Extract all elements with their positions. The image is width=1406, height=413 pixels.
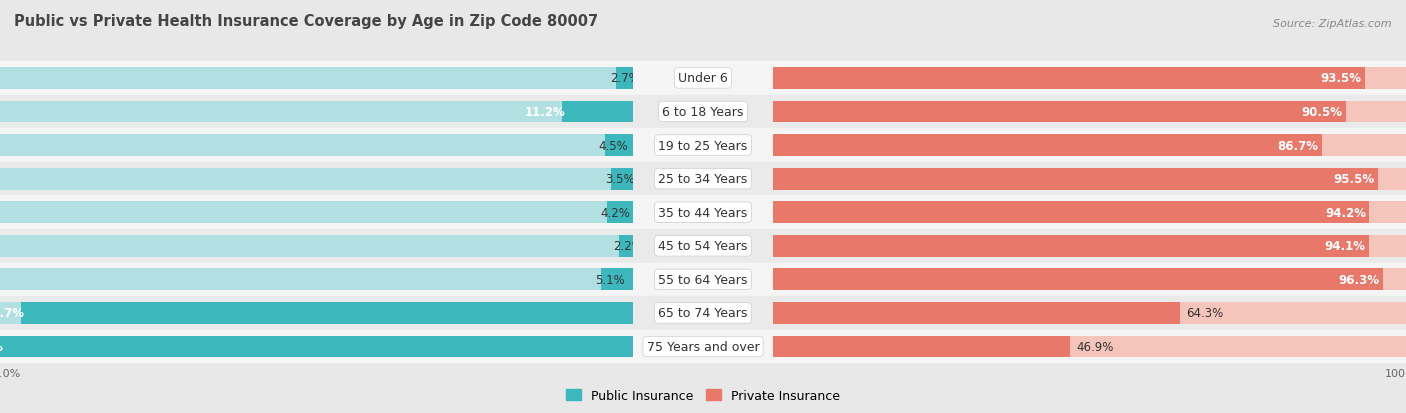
Text: Public vs Private Health Insurance Coverage by Age in Zip Code 80007: Public vs Private Health Insurance Cover… (14, 14, 598, 29)
Text: 96.7%: 96.7% (0, 307, 24, 320)
Bar (600, 269, 633, 291)
Text: 65 to 74 Years: 65 to 74 Years (658, 307, 748, 320)
Bar (773, 330, 1406, 363)
Bar (773, 62, 1406, 95)
Text: 45 to 54 Years: 45 to 54 Years (658, 240, 748, 253)
Bar (773, 297, 1406, 330)
Bar (773, 230, 1406, 263)
Text: 11.2%: 11.2% (524, 106, 565, 119)
Bar (0, 169, 633, 190)
Bar (0, 336, 633, 358)
Bar (633, 162, 773, 196)
Text: 90.5%: 90.5% (1302, 106, 1343, 119)
Bar (773, 68, 1406, 90)
Bar (633, 129, 773, 162)
Bar (616, 68, 633, 90)
Bar (773, 302, 1180, 324)
Bar (633, 95, 773, 129)
Bar (773, 95, 1406, 129)
Bar (0, 336, 633, 358)
Bar (773, 169, 1378, 190)
Bar (0, 302, 633, 324)
Bar (773, 101, 1406, 123)
Bar (773, 302, 1406, 324)
Text: Source: ZipAtlas.com: Source: ZipAtlas.com (1274, 19, 1392, 29)
Text: 96.3%: 96.3% (1339, 273, 1379, 286)
Bar (0, 230, 633, 263)
Bar (633, 196, 773, 230)
Bar (0, 202, 633, 223)
Bar (773, 269, 1382, 291)
Text: 5.1%: 5.1% (595, 273, 624, 286)
Bar (0, 135, 633, 157)
Text: 2.7%: 2.7% (610, 72, 640, 85)
Bar (773, 135, 1322, 157)
Bar (0, 235, 633, 257)
Text: 6 to 18 Years: 6 to 18 Years (662, 106, 744, 119)
Text: 86.7%: 86.7% (1278, 139, 1319, 152)
Bar (633, 230, 773, 263)
Bar (0, 269, 633, 291)
Bar (633, 263, 773, 297)
Bar (620, 235, 633, 257)
Bar (607, 202, 633, 223)
Bar (0, 101, 633, 123)
Bar (773, 269, 1406, 291)
Bar (0, 95, 633, 129)
Text: 94.1%: 94.1% (1324, 240, 1365, 253)
Bar (21, 302, 633, 324)
Bar (0, 62, 633, 95)
Bar (605, 135, 633, 157)
Bar (0, 263, 633, 297)
Bar (633, 330, 773, 363)
Bar (773, 129, 1406, 162)
Bar (773, 162, 1406, 196)
Bar (0, 68, 633, 90)
Bar (0, 330, 633, 363)
Bar (773, 202, 1369, 223)
Bar (773, 336, 1070, 358)
Text: 55 to 64 Years: 55 to 64 Years (658, 273, 748, 286)
Text: 4.2%: 4.2% (600, 206, 630, 219)
Text: 35 to 44 Years: 35 to 44 Years (658, 206, 748, 219)
Text: 100.0%: 100.0% (0, 340, 3, 353)
Bar (773, 68, 1365, 90)
Text: 2.2%: 2.2% (613, 240, 643, 253)
Text: 64.3%: 64.3% (1187, 307, 1223, 320)
Bar (0, 297, 633, 330)
Bar (633, 62, 773, 95)
Bar (612, 169, 633, 190)
Text: Under 6: Under 6 (678, 72, 728, 85)
Legend: Public Insurance, Private Insurance: Public Insurance, Private Insurance (561, 384, 845, 407)
Bar (773, 263, 1406, 297)
Text: 75 Years and over: 75 Years and over (647, 340, 759, 353)
Bar (773, 101, 1346, 123)
Text: 95.5%: 95.5% (1333, 173, 1374, 186)
Text: 94.2%: 94.2% (1324, 206, 1367, 219)
Bar (633, 297, 773, 330)
Bar (773, 169, 1406, 190)
Text: 46.9%: 46.9% (1076, 340, 1114, 353)
Text: 25 to 34 Years: 25 to 34 Years (658, 173, 748, 186)
Bar (0, 162, 633, 196)
Bar (773, 336, 1406, 358)
Bar (773, 202, 1406, 223)
Bar (0, 129, 633, 162)
Bar (773, 196, 1406, 230)
Text: 4.5%: 4.5% (599, 139, 628, 152)
Text: 93.5%: 93.5% (1320, 72, 1361, 85)
Bar (773, 235, 1368, 257)
Bar (773, 235, 1406, 257)
Bar (773, 135, 1406, 157)
Bar (562, 101, 633, 123)
Text: 3.5%: 3.5% (605, 173, 634, 186)
Text: 19 to 25 Years: 19 to 25 Years (658, 139, 748, 152)
Bar (0, 196, 633, 230)
